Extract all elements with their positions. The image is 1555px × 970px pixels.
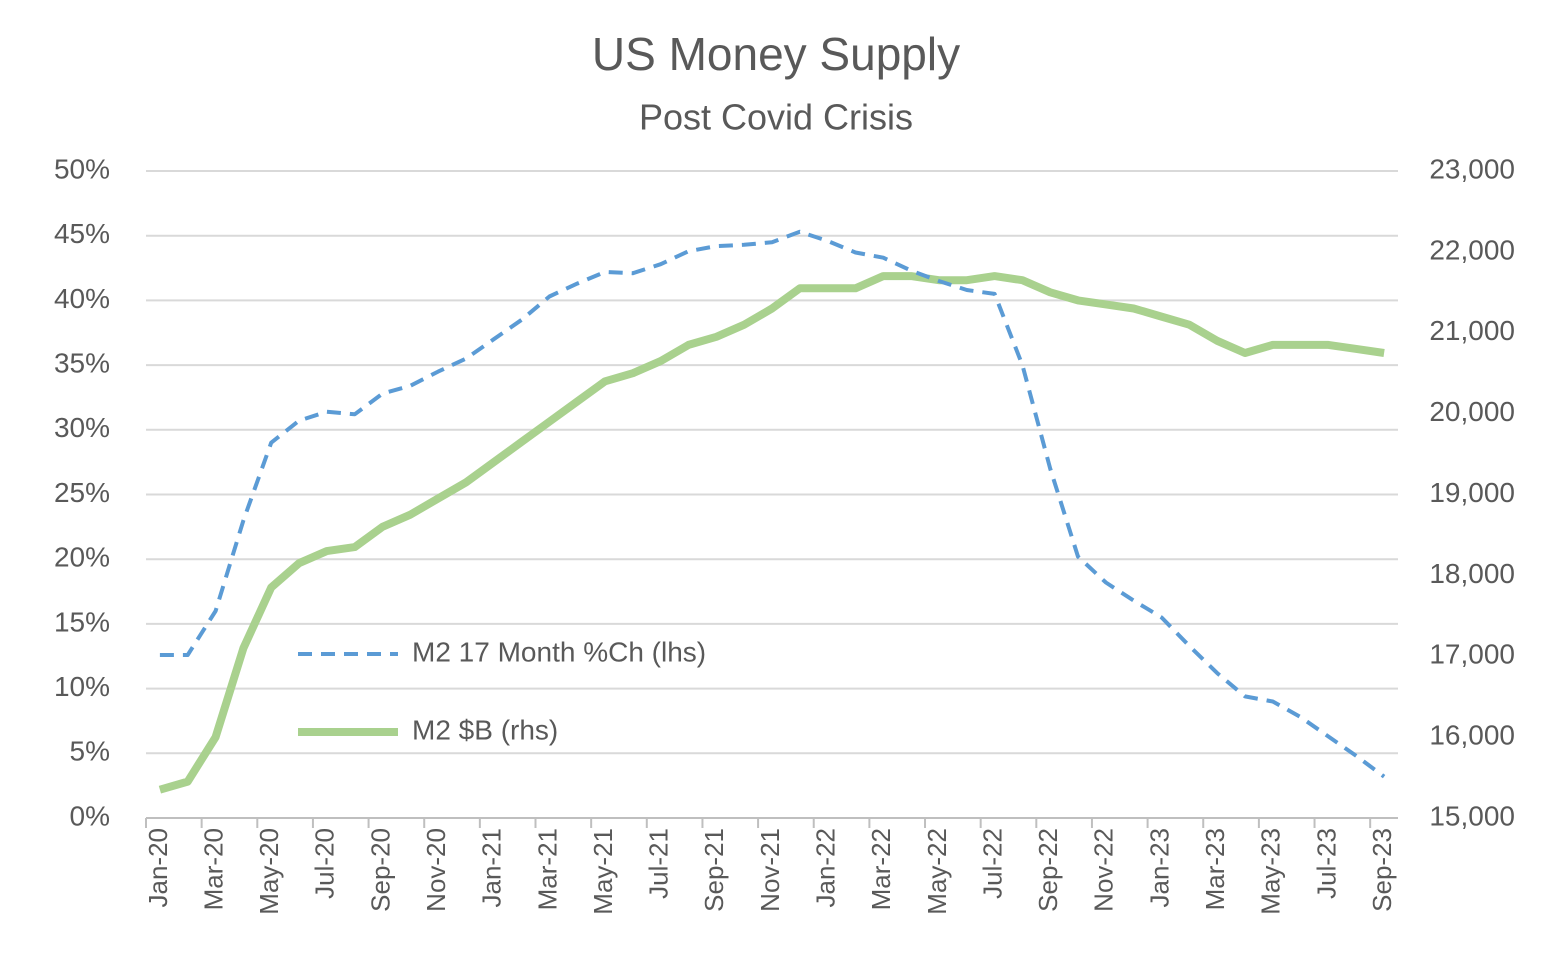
x-tick-label: Sep-22 [1033, 828, 1063, 912]
x-tick-label: Jul-21 [644, 828, 674, 899]
x-tick-label: Jan-21 [477, 828, 507, 908]
x-tick-label: Mar-22 [866, 828, 896, 910]
y2-tick-label: 22,000 [1429, 234, 1515, 265]
y-tick-label: 25% [54, 477, 110, 508]
x-tick-label: Jul-23 [1311, 828, 1341, 899]
legend-label: M2 $B (rhs) [412, 714, 558, 745]
y-tick-label: 45% [54, 218, 110, 249]
x-tick-label: Sep-21 [699, 828, 729, 912]
series-line [158, 272, 1385, 794]
y2-tick-label: 23,000 [1429, 153, 1515, 184]
y2-tick-label: 15,000 [1429, 800, 1515, 831]
y2-tick-label: 19,000 [1429, 477, 1515, 508]
y-tick-label: 20% [54, 542, 110, 573]
x-tick-label: May-21 [588, 828, 618, 915]
x-tick-label: May-20 [254, 828, 284, 915]
x-tick-label: May-22 [922, 828, 952, 915]
x-tick-label: Mar-20 [198, 828, 228, 910]
x-tick-label: May-23 [1256, 828, 1286, 915]
y2-tick-label: 17,000 [1429, 639, 1515, 670]
chart-subtitle: Post Covid Crisis [639, 97, 913, 138]
y-tick-label: 15% [54, 606, 110, 637]
chart-title: US Money Supply [592, 28, 960, 80]
y2-tick-label: 18,000 [1429, 558, 1515, 589]
y-tick-label: 35% [54, 347, 110, 378]
x-tick-label: Mar-23 [1200, 828, 1230, 910]
x-tick-label: Nov-21 [755, 828, 785, 912]
x-tick-label: Jan-22 [811, 828, 841, 908]
y2-tick-label: 21,000 [1429, 315, 1515, 346]
y-tick-label: 10% [54, 671, 110, 702]
x-tick-label: Mar-21 [532, 828, 562, 910]
y-tick-label: 50% [54, 153, 110, 184]
x-tick-label: Nov-20 [421, 828, 451, 912]
legend-label: M2 17 Month %Ch (lhs) [412, 636, 706, 667]
y-tick-label: 5% [70, 736, 110, 767]
series-line [159, 229, 1386, 779]
x-tick-label: Jul-22 [977, 828, 1007, 899]
y-tick-label: 30% [54, 412, 110, 443]
x-tick-label: Nov-22 [1089, 828, 1119, 912]
y-tick-label: 40% [54, 283, 110, 314]
y-tick-label: 0% [70, 800, 110, 831]
y2-tick-label: 20,000 [1429, 396, 1515, 427]
x-tick-label: Jul-20 [310, 828, 340, 899]
y2-tick-label: 16,000 [1429, 720, 1515, 751]
x-tick-label: Jan-20 [143, 828, 173, 908]
x-tick-label: Jan-23 [1144, 828, 1174, 908]
x-tick-label: Sep-23 [1367, 828, 1397, 912]
x-tick-label: Sep-20 [365, 828, 395, 912]
